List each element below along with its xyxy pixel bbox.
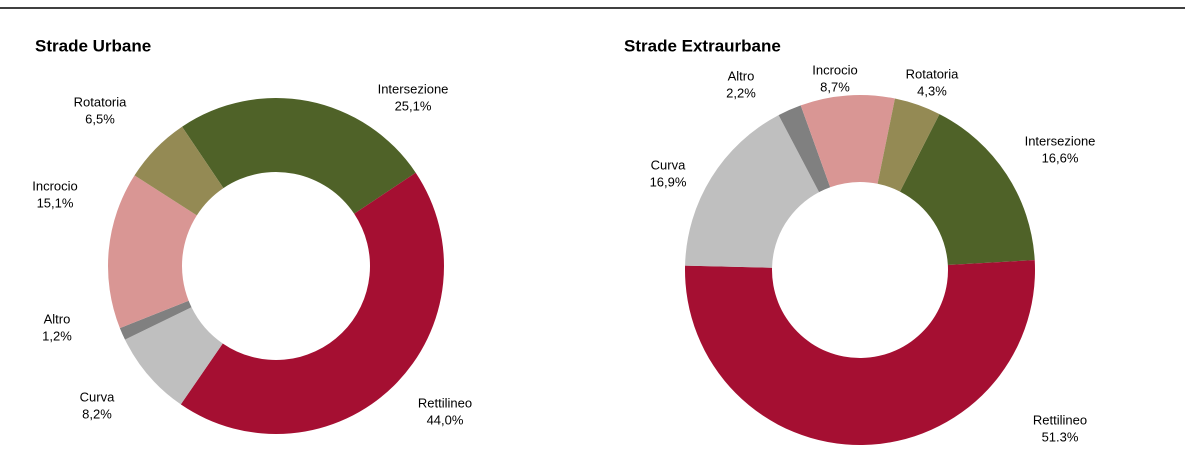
slice-value: 8,2% [82,406,112,421]
chart-title: Strade Urbane [35,36,151,55]
slice-value: 25,1% [395,98,432,113]
donut-slice [134,126,224,216]
slice-value: 2,2% [726,85,756,100]
slice-label: Incrocio [812,62,858,77]
slice-label: Altro [44,311,71,326]
slice-value: 1,2% [42,328,72,343]
slice-label: Intersezione [1025,133,1096,148]
slice-label: Rotatoria [906,66,960,81]
slice-value: 6,5% [85,111,115,126]
donut-slice [107,175,197,329]
slice-label: Curva [80,389,115,404]
slice-value: 8,7% [820,79,850,94]
donut-slice [684,260,1035,446]
slice-label: Incrocio [32,178,78,193]
slice-value: 44,0% [427,412,464,427]
donut-slice [119,300,192,340]
slice-label: Rettilineo [418,395,472,410]
slice-value: 16,9% [650,174,687,189]
slice-label: Altro [728,68,755,83]
slice-value: 16,6% [1042,150,1079,165]
slice-value: 51.3% [1042,429,1079,444]
donut-slice [125,307,223,405]
slice-label: Intersezione [378,81,449,96]
donut-slice [800,95,895,188]
slice-value: 4,3% [917,83,947,98]
donut-slice [180,172,445,434]
donut-slice [899,114,1035,266]
donut-slice [685,115,820,268]
slice-label: Rotatoria [74,94,128,109]
chart-title: Strade Extraurbane [624,36,781,55]
slice-value: 15,1% [37,195,74,210]
slice-label: Curva [651,157,686,172]
donut-slice [182,97,416,214]
slice-label: Rettilineo [1033,412,1087,427]
donut-slice [877,98,940,192]
donut-slice [778,105,831,193]
